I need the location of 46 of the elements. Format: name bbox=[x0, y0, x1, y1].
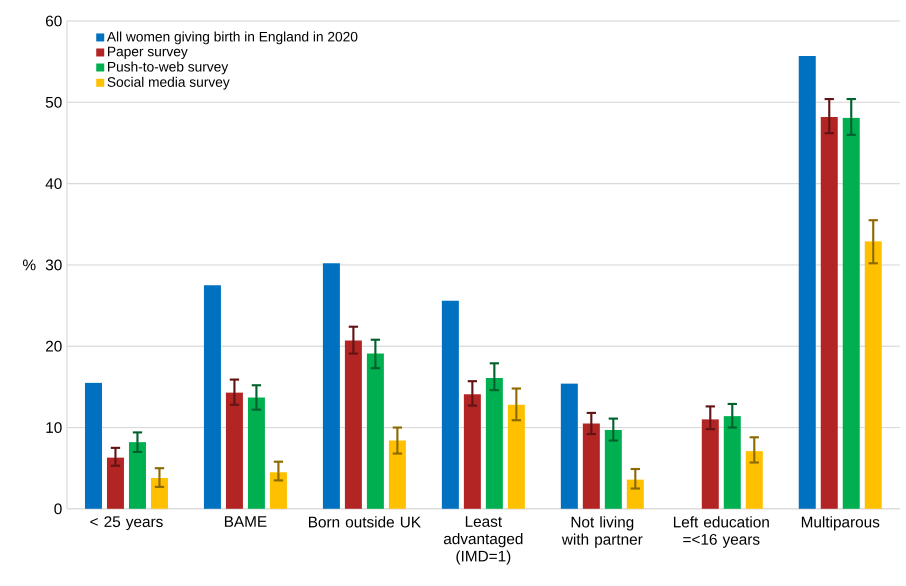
bar bbox=[204, 285, 221, 509]
x-tick-label: < 25 years bbox=[90, 516, 163, 530]
y-tick-label: 10 bbox=[46, 422, 62, 434]
y-axis-title: % bbox=[22, 260, 36, 270]
bar bbox=[344, 340, 362, 509]
bar bbox=[508, 404, 525, 509]
bar bbox=[322, 263, 340, 509]
legend-label: Social media survey bbox=[108, 76, 230, 90]
bar bbox=[128, 442, 146, 509]
y-tick-label: 40 bbox=[46, 178, 62, 190]
x-tick-label: Born outside UK bbox=[308, 516, 421, 528]
bar bbox=[442, 300, 459, 509]
x-tick-label: BAME bbox=[224, 516, 266, 527]
bar bbox=[604, 430, 622, 509]
legend-label: Paper survey bbox=[108, 46, 188, 60]
y-tick-label: 30 bbox=[46, 260, 62, 270]
bar bbox=[464, 394, 481, 509]
bar bbox=[864, 241, 882, 509]
bar bbox=[842, 118, 860, 509]
bar bbox=[248, 398, 265, 509]
bar bbox=[560, 384, 578, 509]
legend-label: Push-to-web survey bbox=[108, 62, 228, 74]
bar bbox=[626, 480, 644, 509]
bar bbox=[388, 440, 406, 509]
x-tick-label: Least advantaged (IMD=1) bbox=[444, 516, 522, 565]
bar bbox=[724, 416, 741, 509]
bar bbox=[84, 382, 102, 509]
bar bbox=[106, 458, 124, 509]
bar bbox=[486, 378, 503, 509]
legend-label: All women giving birth in England in 2020 bbox=[106, 32, 358, 44]
y-tick-label: 50 bbox=[46, 96, 62, 108]
bar bbox=[226, 392, 243, 509]
bar bbox=[798, 56, 816, 509]
x-tick-label: Left education =<16 years bbox=[674, 516, 769, 548]
bar bbox=[582, 424, 600, 509]
y-tick-label: 20 bbox=[46, 340, 62, 352]
bar bbox=[820, 117, 838, 509]
y-tick-label: 0 bbox=[54, 504, 62, 514]
bar bbox=[270, 472, 287, 509]
bar bbox=[366, 354, 384, 509]
x-tick-label: Not living with partner bbox=[562, 516, 643, 548]
y-tick-label: 60 bbox=[46, 16, 62, 27]
x-tick-label: Multiparous bbox=[802, 516, 880, 531]
bar bbox=[702, 419, 719, 509]
bar bbox=[746, 451, 763, 509]
bar bbox=[150, 478, 168, 509]
